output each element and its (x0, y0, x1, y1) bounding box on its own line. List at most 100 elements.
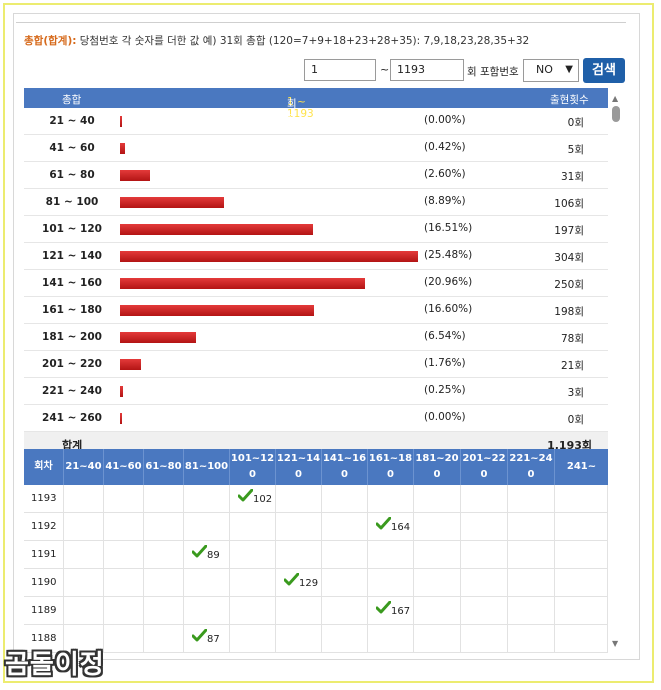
history-cell (414, 625, 461, 652)
stat-row-percent: (25.48%) (424, 249, 473, 261)
history-col-header: 181~200 (414, 449, 461, 485)
history-draw-number: 1193 (24, 485, 64, 512)
history-col-header: 121~140 (276, 449, 322, 485)
history-row: 1193 102 (24, 485, 608, 513)
stat-row-range: 141 ~ 160 (42, 277, 102, 289)
history-cell (322, 625, 368, 652)
stat-row-percent: (0.25%) (424, 384, 466, 396)
history-cell (104, 625, 144, 652)
scroll-down-icon[interactable]: ▼ (612, 639, 619, 648)
chevron-down-icon: ▼ (565, 64, 573, 75)
total-count: 1,193회 (547, 439, 592, 452)
history-cell (322, 541, 368, 568)
stat-row: 61 ~ 80 (2.60%) 31회 (24, 162, 608, 189)
draw-history-table: 회차 21~40 41~60 61~80 81~100 101~120 121~140 141… (24, 449, 608, 653)
stat-rows: 21 ~ 40 (0.00%) 0회 41 ~ 60 (0.42%) 5회 61 ~ 80 (… (24, 108, 608, 432)
stat-row-bar (120, 170, 150, 181)
history-cell (276, 597, 322, 624)
history-col-header: 81~100 (184, 449, 230, 485)
search-button[interactable]: 검색 (583, 58, 625, 83)
stat-row-count: 0회 (567, 117, 584, 129)
history-cell (368, 485, 414, 512)
stat-row-bar (120, 116, 122, 127)
history-cell (461, 513, 508, 540)
history-col-header: 61~80 (144, 449, 184, 485)
history-cell (414, 569, 461, 596)
history-cell (230, 597, 276, 624)
check-icon (283, 572, 300, 589)
range-tilde: ~ (380, 63, 390, 76)
stat-row-bar (120, 251, 418, 262)
stat-row-bar (120, 332, 196, 343)
history-draw-number: 1188 (24, 625, 64, 652)
history-cell: 89 (184, 541, 230, 568)
stat-row-percent: (6.54%) (424, 330, 466, 342)
stat-row-count: 5회 (567, 144, 584, 156)
from-round-input[interactable]: 1 (304, 59, 376, 81)
include-number-select[interactable]: NO ▼ (523, 59, 579, 82)
history-row: 1189 167 (24, 597, 608, 625)
stat-row-percent: (0.00%) (424, 411, 466, 423)
history-sum-value: 167 (391, 606, 411, 617)
history-draw-number: 1189 (24, 597, 64, 624)
divider (16, 22, 626, 23)
scrollbar[interactable]: ▲ ▼ (611, 94, 621, 648)
history-cell (144, 597, 184, 624)
history-cell (555, 569, 608, 596)
header-range: 1 ~ 1193 (287, 96, 314, 120)
history-col-header: 41~60 (104, 449, 144, 485)
stat-row-count: 78회 (560, 333, 584, 345)
stat-row-bar (120, 224, 313, 235)
history-cell (508, 541, 555, 568)
stat-row: 181 ~ 200 (6.54%) 78회 (24, 324, 608, 351)
history-cell (555, 541, 608, 568)
stat-row: 21 ~ 40 (0.00%) 0회 (24, 108, 608, 135)
stat-row-count: 21회 (560, 360, 584, 372)
scroll-thumb[interactable] (612, 106, 620, 122)
history-cell (414, 597, 461, 624)
stat-row-count: 3회 (567, 387, 584, 399)
history-header: 회차 21~40 41~60 61~80 81~100 101~120 121~140 141… (24, 449, 608, 485)
stat-row-percent: (2.60%) (424, 168, 466, 180)
stat-row: 41 ~ 60 (0.42%) 5회 (24, 135, 608, 162)
history-cell (368, 541, 414, 568)
history-cell (104, 597, 144, 624)
history-cell (461, 541, 508, 568)
to-round-input[interactable]: 1193 (390, 59, 464, 81)
history-cell (64, 625, 104, 652)
history-cell (368, 625, 414, 652)
stat-row: 81 ~ 100 (8.89%) 106회 (24, 189, 608, 216)
scroll-up-icon[interactable]: ▲ (612, 94, 619, 103)
history-cell (276, 625, 322, 652)
stat-row-range: 101 ~ 120 (42, 223, 102, 235)
history-row: 1188 87 (24, 625, 608, 653)
history-row: 1190 129 (24, 569, 608, 597)
history-cell (144, 513, 184, 540)
history-cell (414, 513, 461, 540)
stat-row-range: 61 ~ 80 (49, 169, 95, 181)
history-col-header: 101~120 (230, 449, 276, 485)
stat-row-range: 161 ~ 180 (42, 304, 102, 316)
stat-row-percent: (8.89%) (424, 195, 466, 207)
history-cell (184, 513, 230, 540)
history-sum-value: 164 (391, 522, 411, 533)
stat-row-bar (120, 197, 224, 208)
sum-description: 총합(합계): 당첨번호 각 숫자를 더한 값 예) 31회 총합 (120=7… (24, 33, 529, 48)
history-cell (555, 513, 608, 540)
stat-row-range: 181 ~ 200 (42, 331, 102, 343)
history-cell (64, 541, 104, 568)
history-cell (414, 485, 461, 512)
stat-row-bar (120, 305, 314, 316)
check-icon (191, 544, 208, 561)
include-number-label: 회 포함번호 (467, 66, 519, 78)
history-cell (184, 597, 230, 624)
history-sum-value: 102 (253, 494, 273, 505)
history-cell (555, 625, 608, 652)
stat-row-percent: (1.76%) (424, 357, 466, 369)
stat-row-count: 31회 (560, 171, 584, 183)
stat-row-range: 21 ~ 40 (49, 115, 95, 127)
history-row: 1191 89 (24, 541, 608, 569)
history-cell: 129 (276, 569, 322, 596)
stat-row-bar (120, 413, 122, 424)
stat-row-count: 198회 (554, 306, 584, 318)
